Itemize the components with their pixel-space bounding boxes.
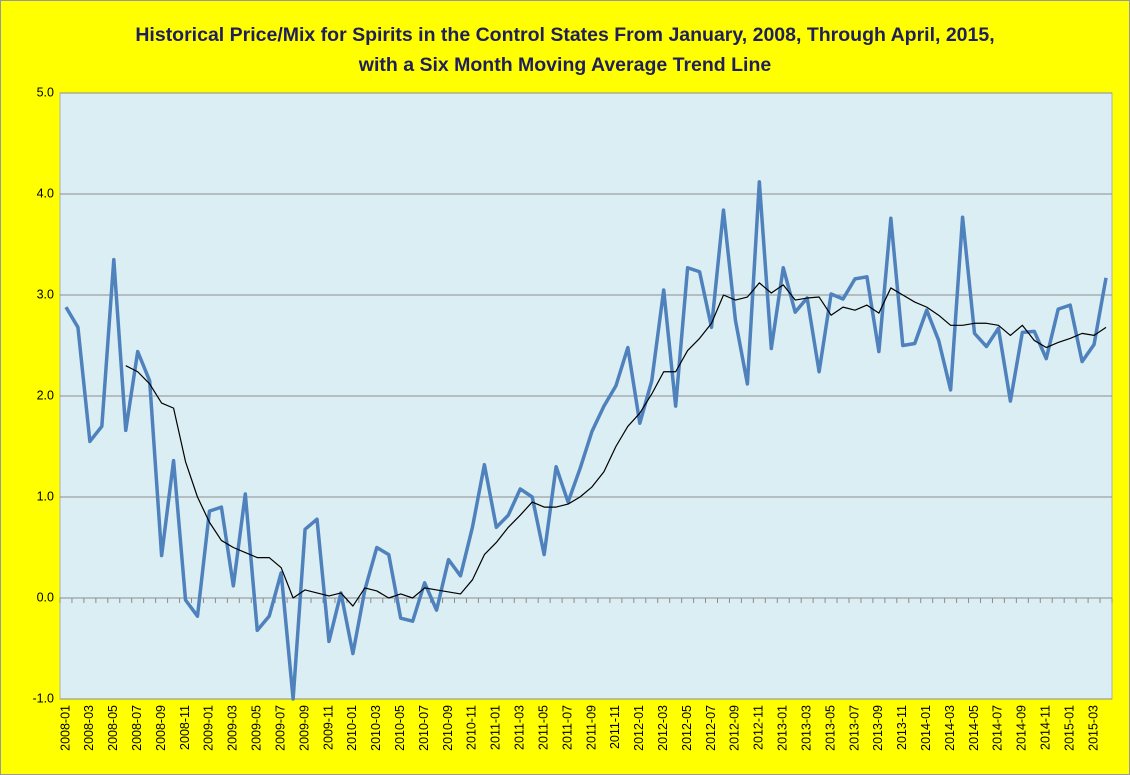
x-tick-label: 2013-09: [871, 705, 885, 751]
x-tick-label: 2009-01: [202, 705, 216, 751]
x-tick-label: 2014-01: [919, 705, 933, 751]
x-tick-label: 2013-11: [895, 705, 909, 750]
x-tick-label: 2012-01: [632, 705, 646, 751]
x-tick-label: 2010-03: [369, 705, 383, 751]
x-tick-label: 2014-05: [967, 705, 981, 751]
x-tick-label: 2010-11: [465, 705, 479, 750]
x-tick-label: 2008-07: [130, 705, 144, 751]
x-tick-label: 2011-01: [489, 705, 503, 750]
x-tick-label: 2009-07: [273, 705, 287, 751]
x-tick-label: 2013-01: [776, 705, 790, 751]
x-tick-label: 2015-03: [1086, 705, 1100, 751]
x-tick-label: 2013-05: [823, 705, 837, 751]
x-tick-label: 2012-05: [680, 705, 694, 751]
x-tick-label: 2011-09: [584, 705, 598, 750]
x-tick-label: 2009-09: [297, 705, 311, 751]
x-tick-label: 2009-05: [250, 705, 264, 751]
x-tick-label: 2011-05: [536, 705, 550, 750]
x-tick-label: 2013-03: [799, 705, 813, 751]
x-tick-label: 2008-11: [178, 705, 192, 750]
y-tick-label: 0.0: [37, 590, 54, 604]
x-tick-label: 2009-03: [226, 705, 240, 751]
x-tick-label: 2011-03: [513, 705, 527, 750]
x-tick-label: 2008-03: [82, 705, 96, 751]
x-tick-label: 2008-05: [106, 705, 120, 751]
x-tick-label: 2015-01: [1062, 705, 1076, 751]
x-tick-label: 2014-07: [991, 705, 1005, 751]
y-tick-label: 4.0: [37, 186, 54, 200]
x-tick-label: 2014-03: [943, 705, 957, 751]
y-tick-label: 5.0: [37, 85, 54, 99]
x-tick-label: 2008-09: [154, 705, 168, 751]
data-line: [125, 282, 1107, 607]
data-line: [64, 180, 1108, 701]
x-tick-label: 2013-07: [847, 705, 861, 751]
x-tick-label: 2009-11: [321, 705, 335, 750]
x-tick-label: 2010-05: [393, 705, 407, 751]
x-tick-label: 2010-09: [441, 705, 455, 751]
x-tick-label: 2012-11: [752, 705, 766, 750]
x-tick-label: 2014-11: [1039, 705, 1053, 750]
x-tick-label: 2011-07: [560, 705, 574, 750]
y-tick-label: 3.0: [37, 287, 54, 301]
y-tick-label: -1.0: [32, 691, 54, 705]
x-tick-label: 2012-03: [656, 705, 670, 751]
x-tick-label: 2014-09: [1015, 705, 1029, 751]
x-tick-label: 2011-11: [608, 705, 622, 749]
y-tick-label: 1.0: [37, 489, 54, 503]
y-tick-label: 2.0: [37, 388, 54, 402]
x-tick-label: 2012-09: [728, 705, 742, 751]
chart-title: Historical Price/Mix for Spirits in the …: [135, 24, 995, 76]
x-tick-label: 2008-01: [58, 705, 72, 751]
x-tick-label: 2012-07: [704, 705, 718, 751]
x-tick-label: 2010-01: [345, 705, 359, 751]
x-tick-label: 2010-07: [417, 705, 431, 751]
